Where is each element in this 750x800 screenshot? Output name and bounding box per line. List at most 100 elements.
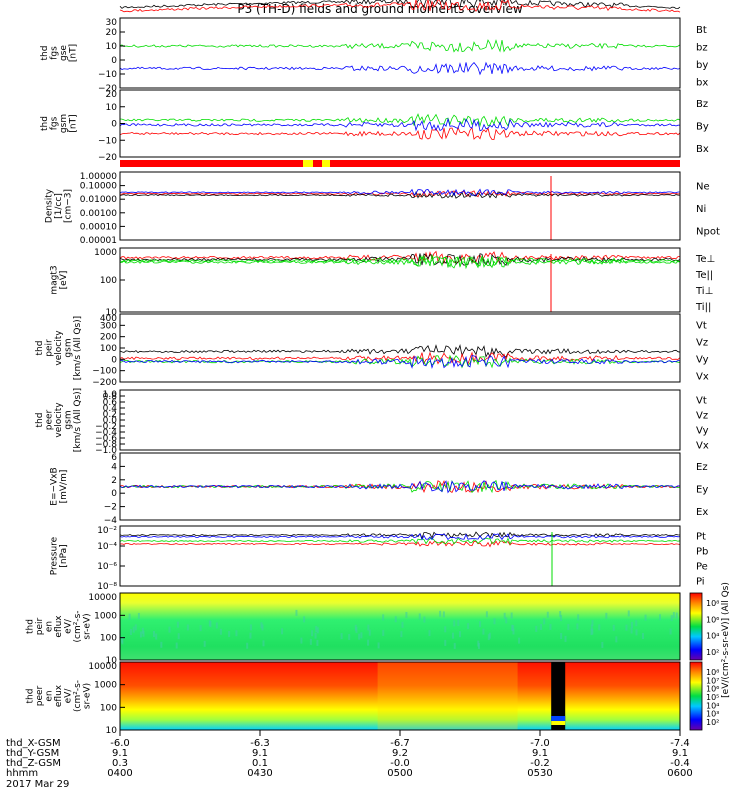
spectrogram-speckle <box>546 611 549 618</box>
legend-Vy: Vy <box>696 426 709 437</box>
y-tick-label: −2 <box>104 503 117 513</box>
spectrogram-speckle <box>394 616 397 623</box>
colorbar-label: [eV/(cm²-s-sr-eV)] (All Qs) <box>721 582 731 698</box>
trace-Ni <box>119 191 681 199</box>
spectrogram-speckle <box>567 623 570 630</box>
trace-Te|| <box>119 253 681 267</box>
y-tick-label: 10000 <box>88 662 117 672</box>
panel-frame <box>119 89 681 158</box>
spectrogram-speckle <box>559 611 562 618</box>
legend-Ey: Ey <box>696 485 708 496</box>
time-axis-row-hhmm: hhmm <box>6 768 38 779</box>
spectrogram-speckle <box>132 626 135 633</box>
y-tick-label: 0.0 <box>103 416 118 426</box>
spectrogram-speckle <box>641 633 644 640</box>
spectrogram-speckle <box>281 628 284 635</box>
spectrogram-speckle <box>354 624 357 631</box>
spectrogram-speckle <box>303 616 306 623</box>
trace-Bx <box>119 117 681 132</box>
spectrogram-speckle <box>549 623 552 630</box>
y-label-line: peer <box>35 685 45 706</box>
legend-Ti||: Ti|| <box>695 302 711 313</box>
spectrogram-speckle <box>367 639 370 646</box>
y-label-line: thd <box>40 116 50 131</box>
y-label-line: [nT] <box>68 114 78 132</box>
panel-p2: 20 10 0 −10 −20 thd fgs gsm [nT] Bz By Bx <box>40 89 709 163</box>
spectrogram-speckle <box>487 634 490 641</box>
panel-frame <box>119 171 681 241</box>
panel-p9: 10⁸ 10⁶ 10⁴ 10² 10000 1000 100 10 thd peir en eflux… <box>26 592 719 666</box>
spectrogram-speckle <box>401 621 404 628</box>
y-tick-label: 100 <box>100 703 117 713</box>
panel-frame <box>119 17 681 89</box>
spectrogram-speckle <box>175 642 178 649</box>
y-label-p1: thd fgs gse [nT] <box>40 44 79 62</box>
y-label-p6: thd peer velocity gsm [km/s (All Qs)] <box>35 388 83 452</box>
y-tick-label: 0.10000 <box>80 182 117 192</box>
y-label-line: en <box>45 690 55 701</box>
spectrogram-speckle <box>316 639 319 646</box>
spectrogram-speckle <box>418 613 421 620</box>
spectrogram-speckle <box>152 630 155 637</box>
panel-p7: 64 2 0 −2 −4 E=−VxB [mV/m] Ez Ey Ex <box>49 452 708 526</box>
status-bar-flag <box>322 160 330 167</box>
panel-frame <box>119 452 681 521</box>
y-tick-label: 0.00010 <box>80 222 117 232</box>
y-tick-label: 0.01000 <box>80 195 117 205</box>
legend-Pt: Pt <box>696 532 706 543</box>
y-label-p7: E=−VxB [mV/m] <box>49 467 69 505</box>
spectrogram-speckle <box>453 642 456 649</box>
spectrogram-speckle <box>186 624 189 631</box>
panel-frame <box>119 592 681 661</box>
y-tick-label: 10 <box>106 308 118 318</box>
colorbar-tick-label: 10³ <box>706 710 719 719</box>
y-label-line: [km/s (All Qs)] <box>73 388 83 452</box>
y-tick-label: 10⁻⁸ <box>97 582 117 592</box>
legend-bz: bz <box>696 42 708 53</box>
y-tick-label: 10⁻⁴ <box>97 542 117 552</box>
y-tick-label: 0.6 <box>103 398 118 408</box>
x-coord: -6.3 <box>250 738 270 749</box>
y-label-line: fgs <box>49 116 59 130</box>
y-label-line: eflux <box>54 684 64 707</box>
time-label: 0500 <box>387 768 412 779</box>
y-label-line: thd <box>40 46 50 61</box>
spectrogram-speckle <box>428 630 431 637</box>
y-tick-label: 10 <box>106 42 118 52</box>
z-coord: -0.4 <box>670 758 690 769</box>
spectrogram-speckle <box>215 622 218 629</box>
spectrogram-speckle <box>505 617 508 624</box>
trace-Bt <box>119 0 681 10</box>
spectrogram-speckle <box>377 642 380 649</box>
trace-Pb <box>119 540 681 548</box>
y-label-line: gsm <box>64 410 74 429</box>
trace-By <box>119 113 681 128</box>
status-bar-flag <box>303 160 313 167</box>
y-label-line: peir <box>35 617 45 635</box>
spectrogram-speckle <box>635 620 638 627</box>
spectrogram-speckle <box>644 614 647 621</box>
legend-Te⊥: Te⊥ <box>695 254 715 265</box>
y-tick-label: 2 <box>111 476 117 486</box>
colorbar-tick-label: 10⁵ <box>706 693 719 702</box>
y-label-line: [km/s (All Qs)] <box>73 316 83 380</box>
spectrogram-speckle <box>134 624 137 631</box>
y-tick-label: −10 <box>98 70 117 80</box>
spectrogram-speckle <box>444 639 447 646</box>
trace-Pt <box>119 531 681 540</box>
spectrogram-speckle <box>512 628 515 635</box>
panel-frame <box>119 389 681 451</box>
trace-Te⊥ <box>119 250 681 265</box>
spectrogram-speckle <box>467 623 470 630</box>
legend-Vx: Vx <box>696 372 709 383</box>
y-tick-label: 20 <box>106 28 118 38</box>
spectrogram-speckle <box>493 618 496 625</box>
spectrogram-speckle <box>249 632 252 639</box>
y-label-line: thd <box>26 619 36 634</box>
trace-Npot <box>119 188 680 197</box>
spectrogram-speckle <box>658 614 661 621</box>
legend-by: by <box>696 60 708 71</box>
y-tick-label: 200 <box>100 333 117 343</box>
legend-Te||: Te|| <box>695 270 713 281</box>
